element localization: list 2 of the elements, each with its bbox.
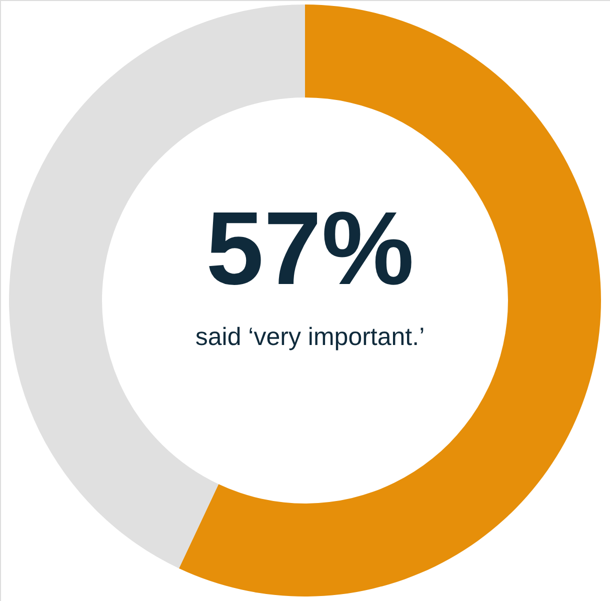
text: said ‘very important.’ (195, 323, 425, 351)
data-label: 57% (206, 191, 414, 307)
